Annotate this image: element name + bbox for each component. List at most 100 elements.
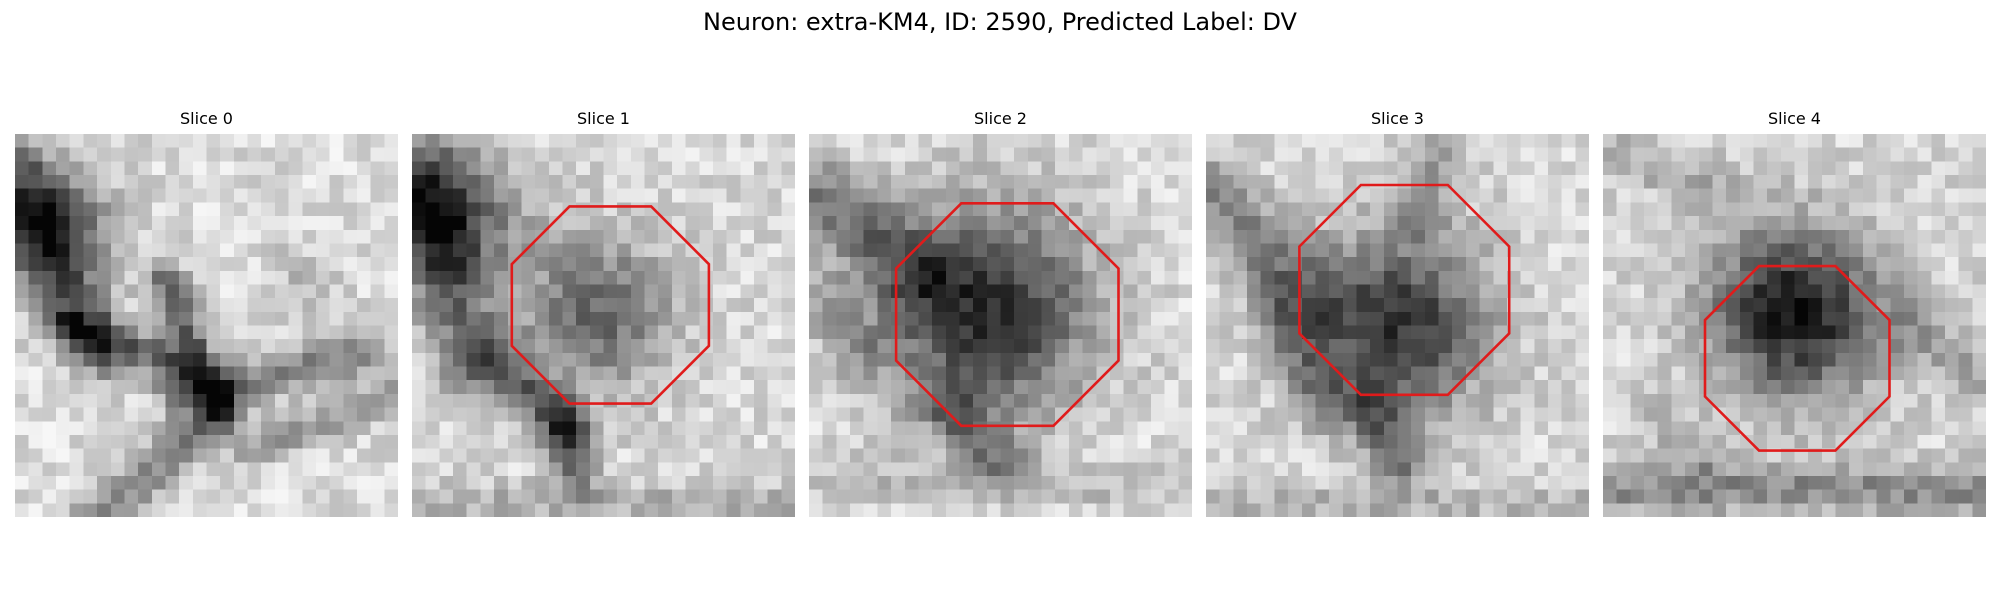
image-pixel [1150,475,1166,491]
image-pixel [1685,421,1700,436]
image-pixel [1726,339,1741,354]
image-pixel [1794,352,1809,368]
image-pixel [28,229,43,245]
image-pixel [192,229,208,245]
image-pixel [315,407,331,422]
image-pixel [233,393,249,409]
image-pixel [343,175,358,190]
image-pixel [1944,407,1960,422]
image-pixel [1972,503,1986,517]
image-pixel [1547,325,1563,340]
image-pixel [1493,161,1508,176]
image-pixel [1616,434,1631,450]
image-pixel [247,134,262,149]
image-pixel [1671,147,1686,162]
image-pixel [1917,462,1932,477]
image-pixel [1424,434,1440,450]
image-pixel [1424,489,1440,504]
image-pixel [165,393,180,409]
image-pixel [1821,161,1837,176]
image-pixel [1575,352,1589,368]
image-pixel [1876,216,1891,231]
image-pixel [1712,380,1727,395]
image-pixel [753,188,769,203]
image-pixel [288,229,303,245]
image-pixel [1301,393,1317,409]
image-pixel [1137,462,1152,477]
image-pixel [1944,229,1960,245]
image-pixel [15,503,30,517]
image-pixel [42,407,57,422]
image-pixel [466,366,481,381]
image-pixel [1547,421,1563,436]
image-pixel [69,503,84,517]
image-pixel [83,325,98,340]
image-pixel [1329,188,1344,203]
image-pixel [658,407,673,422]
image-pixel [685,298,700,313]
image-pixel [384,311,398,327]
image-pixel [192,134,208,149]
image-pixel [1397,216,1412,231]
image-pixel [1739,298,1755,313]
image-pixel [56,175,71,190]
image-pixel [1411,393,1426,409]
image-pixel [1096,325,1111,340]
image-pixel [863,175,878,190]
image-pixel [671,284,687,299]
image-pixel [1055,380,1070,395]
image-pixel [1315,298,1330,313]
image-pixel [370,339,385,354]
image-pixel [1808,311,1823,327]
image-pixel [425,421,440,436]
image-pixel [1903,216,1919,231]
image-pixel [630,503,646,517]
image-pixel [644,352,659,368]
image-pixel [356,503,372,517]
image-pixel [69,462,84,477]
image-pixel [986,380,1002,395]
image-pixel [576,175,591,190]
image-pixel [343,434,358,450]
image-pixel [274,325,290,340]
image-pixel [1876,229,1891,245]
image-pixel [1150,216,1166,231]
image-pixel [918,475,933,491]
image-pixel [1712,147,1727,162]
image-pixel [1808,216,1823,231]
image-pixel [576,366,591,381]
image-pixel [329,407,344,422]
image-pixel [124,393,139,409]
image-pixel [740,188,755,203]
image-pixel [535,202,550,217]
image-pixel [932,366,947,381]
image-pixel [1616,284,1631,299]
image-pixel [850,393,865,409]
image-pixel [302,434,317,450]
image-pixel [877,325,892,340]
image-pixel [439,229,454,245]
image-pixel [1356,298,1371,313]
image-pixel [1164,475,1179,491]
image-pixel [110,393,126,409]
image-pixel [521,434,536,450]
image-pixel [822,147,837,162]
image-pixel [1944,503,1960,517]
image-pixel [1780,434,1796,450]
image-pixel [1150,462,1166,477]
image-pixel [1493,421,1508,436]
image-pixel [439,380,454,395]
image-pixel [630,188,646,203]
image-pixel [1876,434,1891,450]
image-pixel [986,407,1002,422]
image-pixel [863,380,878,395]
image-pixel [302,147,317,162]
panel-title-slice-0: Slice 0 [180,109,233,128]
image-pixel [1055,503,1070,517]
image-pixel [138,216,153,231]
image-pixel [1671,202,1686,217]
image-pixel [329,366,344,381]
image-pixel [863,257,878,272]
image-pixel [986,175,1002,190]
image-pixel [973,188,988,203]
